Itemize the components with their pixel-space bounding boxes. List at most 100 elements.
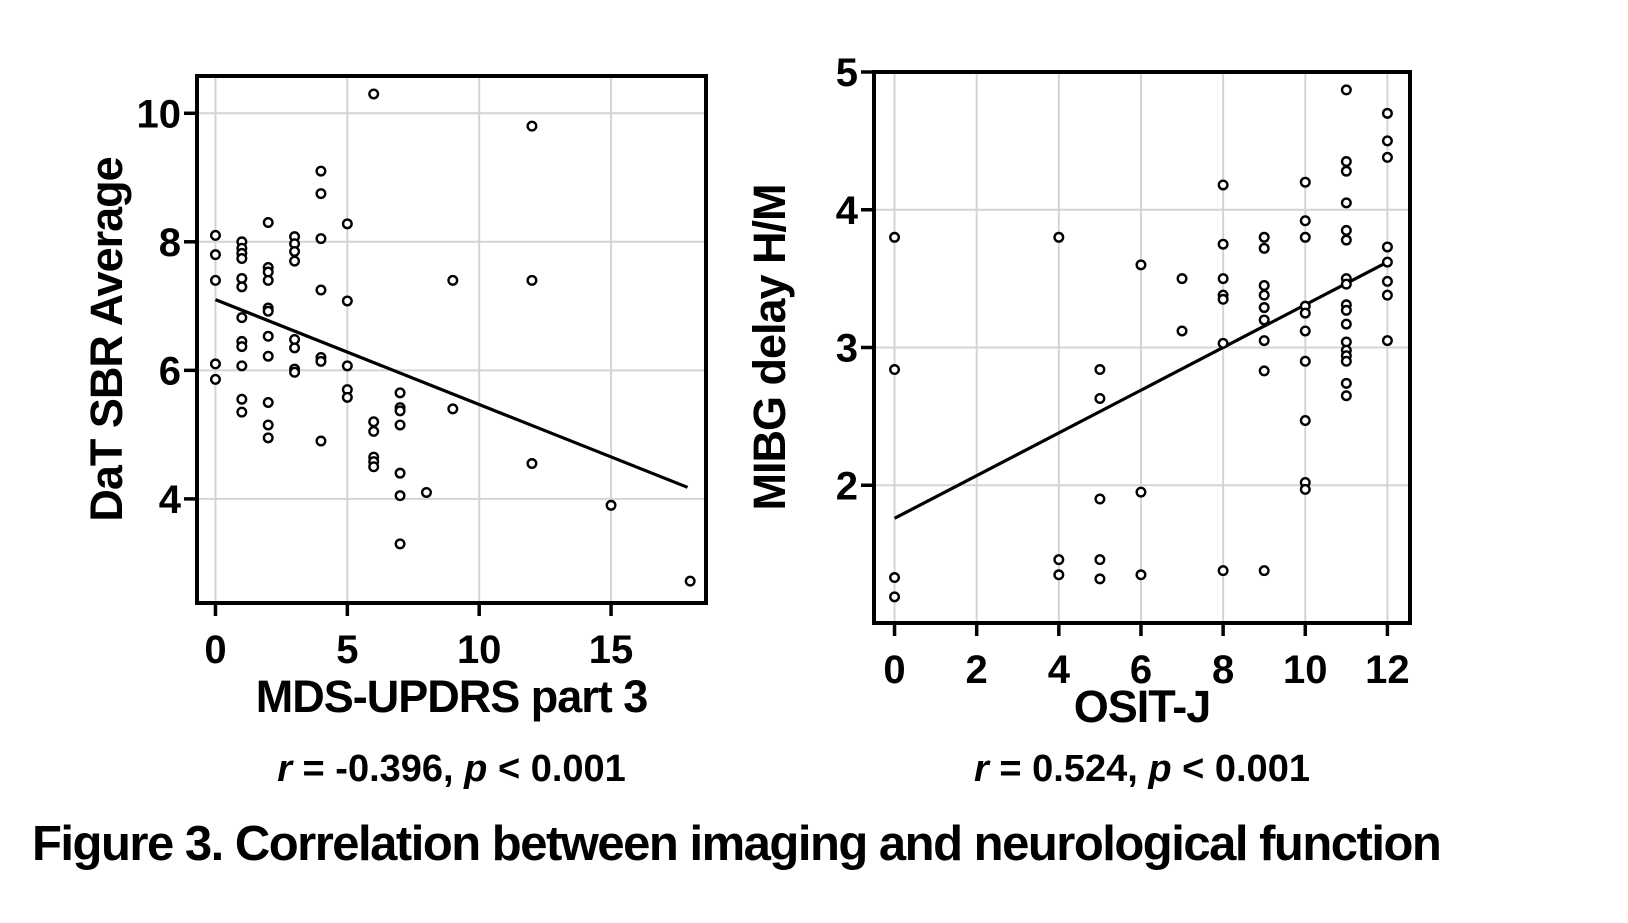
data-point	[526, 274, 538, 286]
data-point	[1340, 377, 1352, 389]
data-point	[262, 305, 274, 317]
figure-caption: Figure 3. Correlation between imaging an…	[32, 817, 1442, 871]
data-point	[315, 355, 327, 367]
data-point	[315, 165, 327, 177]
correlation-stats: r = 0.524, p < 0.001	[974, 748, 1310, 790]
data-point	[1299, 231, 1311, 243]
data-point	[447, 274, 459, 286]
data-point	[1053, 231, 1065, 243]
data-point	[1094, 364, 1106, 376]
data-point	[1135, 259, 1147, 271]
data-point	[289, 342, 301, 354]
data-point	[394, 405, 406, 417]
data-point	[1340, 390, 1352, 402]
y-tick-label: 8	[159, 221, 181, 265]
y-tick-label: 6	[159, 349, 181, 393]
data-point	[1217, 337, 1229, 349]
data-point	[889, 591, 901, 603]
data-point	[1381, 135, 1393, 147]
data-point	[1340, 197, 1352, 209]
data-point	[684, 575, 696, 587]
data-point	[394, 490, 406, 502]
x-tick-label: 15	[589, 628, 634, 672]
data-point	[209, 229, 221, 241]
data-point	[394, 467, 406, 479]
x-tick-label: 0	[883, 648, 905, 692]
x-tick-label: 10	[457, 628, 502, 672]
data-point	[315, 233, 327, 245]
data-point	[341, 295, 353, 307]
data-point	[262, 350, 274, 362]
x-tick-label: 5	[336, 628, 358, 672]
data-point	[1299, 483, 1311, 495]
data-point	[1094, 392, 1106, 404]
data-point	[341, 218, 353, 230]
data-point	[1340, 156, 1352, 168]
data-point	[1258, 565, 1270, 577]
data-point	[209, 274, 221, 286]
data-point	[1381, 151, 1393, 163]
data-point	[1381, 256, 1393, 268]
data-point	[262, 432, 274, 444]
data-point	[209, 373, 221, 385]
y-axis-label: MIBG delay H/M	[744, 184, 795, 510]
data-point	[1340, 224, 1352, 236]
data-point	[1176, 273, 1188, 285]
data-point	[368, 416, 380, 428]
data-point	[889, 572, 901, 584]
data-point	[368, 88, 380, 100]
data-point	[289, 366, 301, 378]
data-point	[1381, 335, 1393, 347]
correlation-stats: r = -0.396, p < 0.001	[277, 748, 626, 790]
data-point	[1053, 569, 1065, 581]
data-point	[447, 403, 459, 415]
data-point	[394, 387, 406, 399]
data-point	[315, 188, 327, 200]
data-point	[289, 245, 301, 257]
data-point	[262, 217, 274, 229]
data-point	[1299, 415, 1311, 427]
data-point	[394, 538, 406, 550]
data-point	[1094, 493, 1106, 505]
data-point	[420, 486, 432, 498]
x-tick-label: 10	[1283, 648, 1328, 692]
data-point	[1340, 304, 1352, 316]
x-tick-label: 0	[204, 628, 226, 672]
data-point	[526, 120, 538, 132]
x-tick-label: 12	[1365, 648, 1410, 692]
data-point	[1340, 234, 1352, 246]
data-point	[1381, 289, 1393, 301]
trend-line	[214, 298, 689, 489]
x-axis-label: MDS-UPDRS part 3	[256, 671, 648, 722]
data-point	[1258, 280, 1270, 292]
data-point	[1258, 314, 1270, 326]
data-point	[209, 358, 221, 370]
data-point	[236, 360, 248, 372]
data-point	[1340, 84, 1352, 96]
data-point	[1258, 289, 1270, 301]
y-axis-label: DaT SBR Average	[81, 157, 132, 521]
data-point	[1094, 573, 1106, 585]
data-point	[368, 425, 380, 437]
data-point	[1299, 215, 1311, 227]
data-point	[262, 274, 274, 286]
data-point	[1381, 241, 1393, 253]
x-tick-label: 2	[966, 648, 988, 692]
data-point	[236, 393, 248, 405]
data-point	[1381, 275, 1393, 287]
data-point	[262, 419, 274, 431]
x-tick-label: 8	[1212, 648, 1234, 692]
x-tick-label: 6	[1130, 648, 1152, 692]
x-tick-label: 4	[1048, 648, 1071, 692]
data-point	[236, 406, 248, 418]
data-point	[1094, 554, 1106, 566]
data-point	[1135, 569, 1147, 581]
data-point	[889, 364, 901, 376]
data-point	[526, 458, 538, 470]
data-point	[1258, 302, 1270, 314]
data-point	[1135, 486, 1147, 498]
y-tick-label: 10	[137, 92, 182, 136]
data-point	[1258, 242, 1270, 254]
